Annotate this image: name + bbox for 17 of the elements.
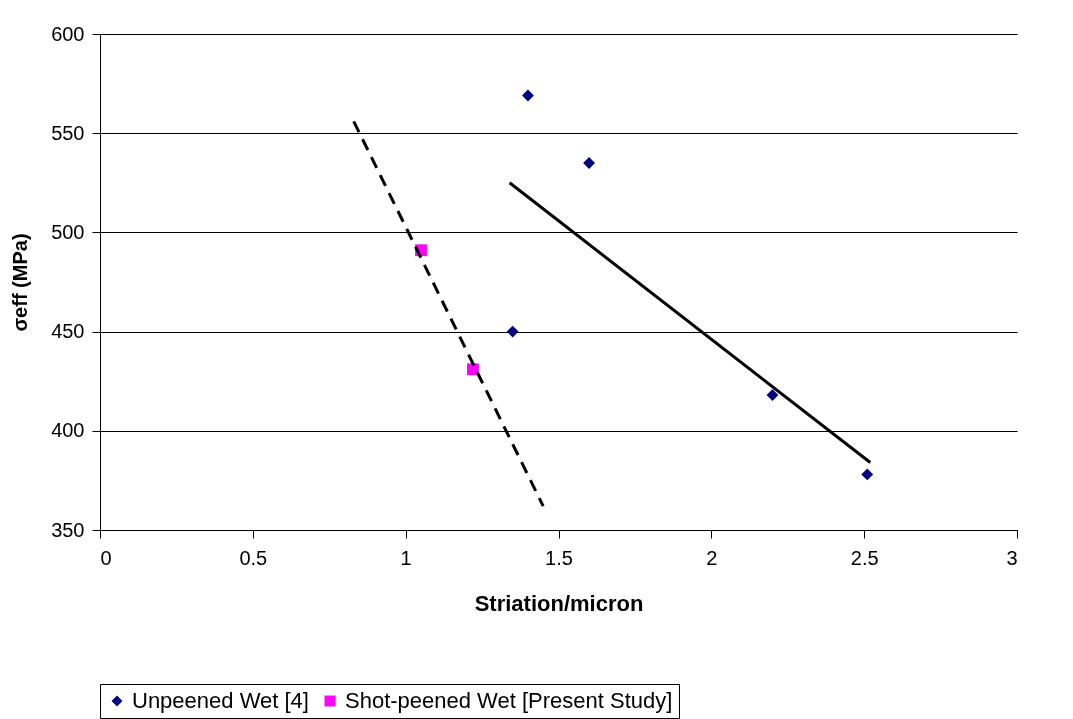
legend-label: Shot-peened Wet [Present Study] <box>345 688 673 713</box>
y-tick-label: 350 <box>51 518 85 541</box>
x-tick-label: 1 <box>400 546 412 569</box>
y-tick-label: 600 <box>51 22 85 45</box>
x-axis-title: Striation/micron <box>474 590 644 616</box>
legend-label: Unpeened Wet [4] <box>132 688 309 713</box>
y-tick-label: 500 <box>51 220 85 243</box>
x-tick-label: 2 <box>706 546 718 569</box>
x-tick-label: 0 <box>100 546 112 569</box>
y-axis-title: σeff (MPa) <box>9 233 32 332</box>
y-tick-label: 550 <box>51 121 85 144</box>
y-tick-label: 400 <box>51 419 85 442</box>
x-tick-label: 3 <box>1006 546 1018 569</box>
y-tick-label: 450 <box>51 320 85 343</box>
x-tick-label: 1.5 <box>545 546 573 569</box>
x-tick-label: 0.5 <box>239 546 268 569</box>
x-tick-label: 2.5 <box>850 546 879 569</box>
